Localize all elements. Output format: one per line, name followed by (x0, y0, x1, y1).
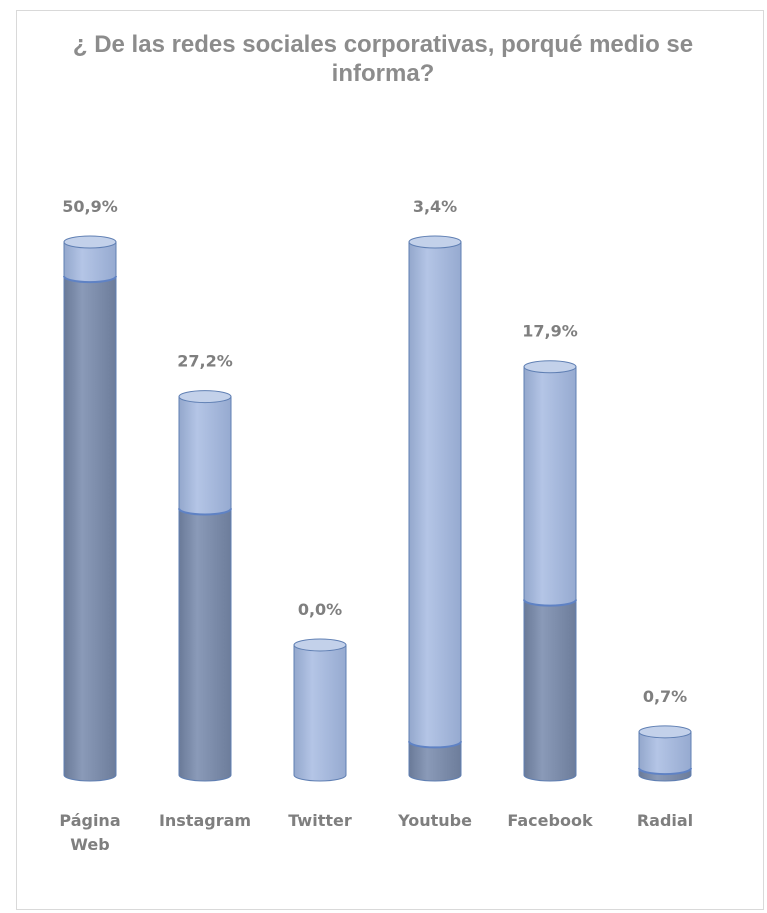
category-label: Facebook (507, 811, 593, 830)
bar-upper-segment (408, 241, 462, 748)
bar-lower-segment (63, 275, 117, 782)
bar-segment-divider (63, 275, 117, 284)
bar-top-cap (63, 235, 117, 249)
bar-upper-segment (523, 366, 577, 607)
bar-value-label: 0,7% (643, 687, 687, 706)
category-label: Página Web (59, 811, 120, 854)
bar-upper-segment (178, 396, 232, 515)
bar-top-cap (293, 638, 347, 652)
bar-value-label: 27,2% (177, 352, 233, 371)
bar-lower-segment (523, 599, 577, 782)
bar-lower-segment (408, 740, 462, 782)
bar-top-cap (523, 360, 577, 374)
chart-title: ¿ De las redes sociales corporativas, po… (72, 31, 694, 87)
bar-top-cap (408, 235, 462, 249)
bar-upper-segment (293, 644, 347, 782)
category-label: Radial (637, 811, 693, 830)
chart-frame (16, 10, 764, 910)
bar-value-label: 3,4% (413, 197, 457, 216)
bar-top-cap (638, 725, 692, 739)
bar-lower-segment (178, 508, 232, 782)
category-label: Youtube (397, 811, 472, 830)
bar-segment-divider (523, 599, 577, 607)
bar-value-label: 0,0% (298, 600, 342, 619)
bar-value-label: 17,9% (522, 322, 578, 341)
bar-top-cap (178, 390, 232, 404)
bar-segment-divider (638, 767, 692, 776)
category-label: Twitter (288, 811, 352, 830)
bar-segment-divider (408, 741, 462, 749)
bar-value-label: 50,9% (62, 197, 118, 216)
bar-segment-divider (178, 508, 232, 516)
category-label: Instagram (159, 811, 251, 830)
